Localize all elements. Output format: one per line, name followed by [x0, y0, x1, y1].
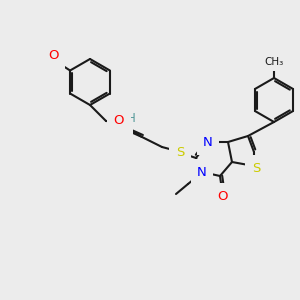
Text: N: N [117, 116, 127, 130]
Text: O: O [217, 190, 227, 202]
Text: O: O [114, 115, 124, 128]
Text: O: O [48, 49, 58, 62]
Text: N: N [203, 136, 213, 148]
Text: H: H [127, 112, 135, 124]
Text: CH₃: CH₃ [264, 57, 284, 67]
Text: S: S [176, 146, 184, 158]
Text: N: N [197, 166, 207, 178]
Text: S: S [252, 161, 260, 175]
